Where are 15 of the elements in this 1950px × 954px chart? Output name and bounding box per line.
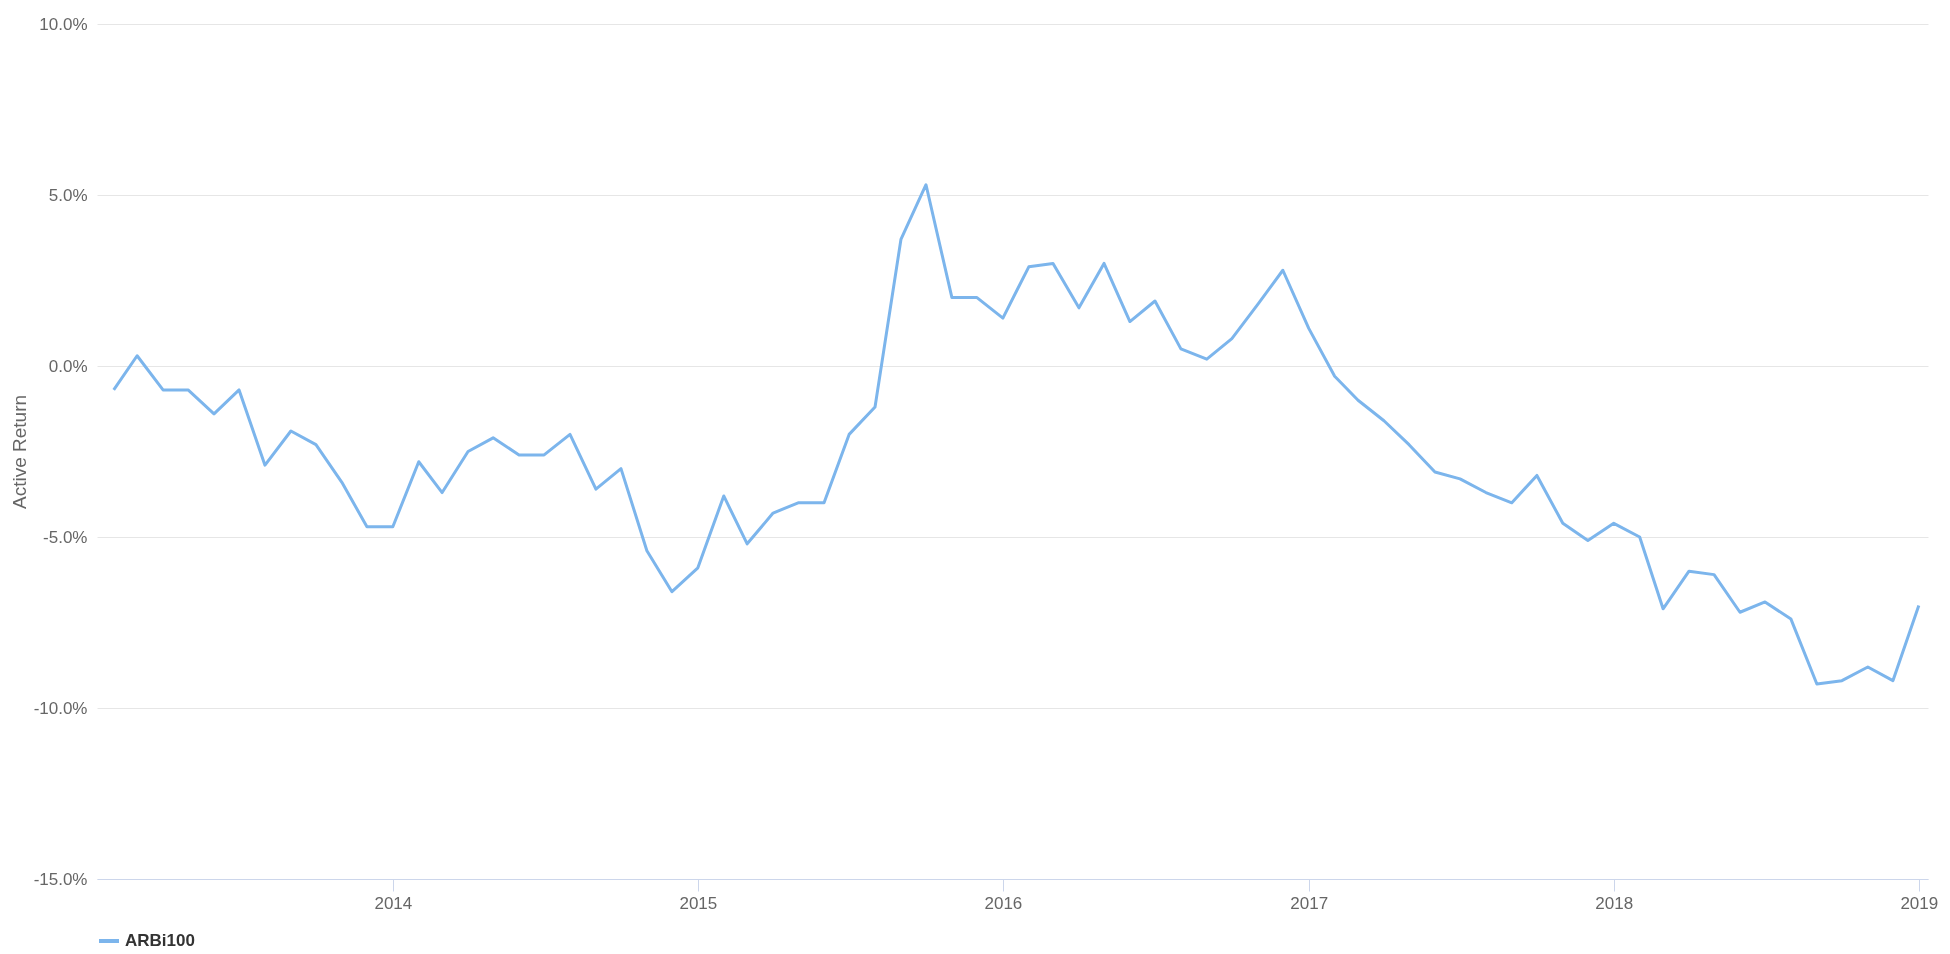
y-tick-label: 5.0% — [48, 185, 88, 205]
x-tick-label: 2018 — [1595, 893, 1634, 913]
y-axis-title: Active Return — [8, 394, 30, 510]
y-tick-label: 10.0% — [39, 14, 88, 34]
x-tick-label: 2015 — [679, 893, 718, 913]
x-tick-label: 2014 — [374, 893, 413, 913]
x-tick-label: 2016 — [984, 893, 1023, 913]
x-tick-label: 2017 — [1290, 893, 1329, 913]
y-tick-label: -15.0% — [33, 869, 88, 889]
y-tick-label: 0.0% — [48, 356, 88, 376]
x-tick-label: 2019 — [1900, 893, 1939, 913]
line-series — [112, 183, 1921, 686]
y-tick-label: -5.0% — [43, 527, 88, 547]
y-tick-label: -10.0% — [33, 698, 88, 718]
legend-label: ARBi100 — [125, 931, 195, 950]
